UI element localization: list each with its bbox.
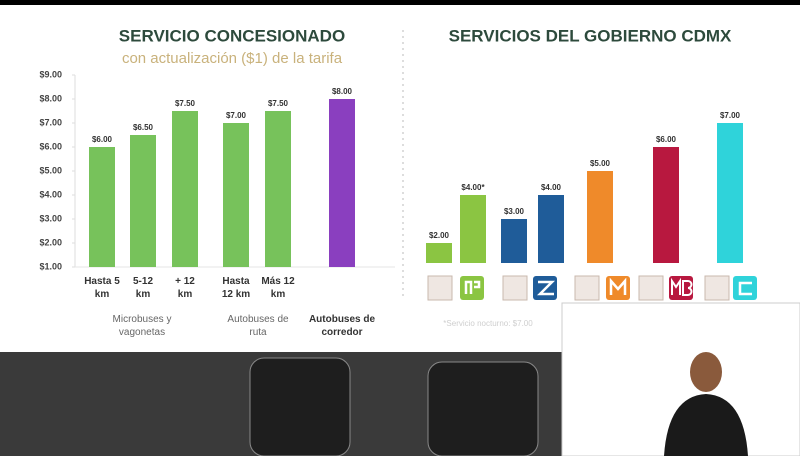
x-tick-label: Más 12 km bbox=[261, 276, 295, 300]
chart-title: SERVICIOS DEL GOBIERNO CDMX bbox=[449, 26, 732, 45]
group-label: Autobuses de ruta bbox=[227, 314, 289, 338]
chart-subtitle: con actualización ($1) de la tarifa bbox=[122, 50, 343, 67]
top-bar bbox=[0, 0, 800, 5]
y-tick-label: $2.00 bbox=[39, 237, 62, 247]
interpreter-body bbox=[664, 394, 748, 456]
x-tick-label: Hasta 5 km bbox=[84, 276, 120, 300]
value-label: $7.00 bbox=[226, 111, 247, 120]
bar bbox=[460, 195, 486, 263]
y-tick-label: $4.00 bbox=[39, 189, 62, 199]
cable-car bbox=[427, 361, 539, 456]
value-label: $4.00 bbox=[541, 183, 562, 192]
value-label: $2.00 bbox=[429, 231, 450, 240]
bar bbox=[653, 147, 679, 263]
x-tick-label: 5-12 km bbox=[132, 276, 153, 300]
value-label: $6.00 bbox=[92, 135, 113, 144]
bar bbox=[717, 123, 743, 263]
bar bbox=[265, 111, 291, 267]
chart-title: SERVICIO CONCESIONADO bbox=[119, 26, 345, 45]
cable-car bbox=[249, 357, 351, 456]
logos bbox=[427, 275, 757, 301]
group-label: Autobuses de corredor bbox=[308, 314, 376, 338]
bar bbox=[329, 99, 355, 267]
y-tick-label: $6.00 bbox=[39, 141, 62, 151]
bar bbox=[172, 111, 198, 267]
bar bbox=[587, 171, 613, 263]
value-label: $8.00 bbox=[332, 87, 353, 96]
value-label: $4.00* bbox=[461, 183, 485, 192]
y-tick-label: $8.00 bbox=[39, 93, 62, 103]
value-label: $7.50 bbox=[175, 99, 196, 108]
bar bbox=[130, 135, 156, 267]
bar bbox=[426, 243, 452, 263]
bar bbox=[89, 147, 115, 267]
x-tick-label: Hasta 12 km bbox=[221, 276, 251, 300]
y-tick-label: $3.00 bbox=[39, 213, 62, 223]
x-tick-label: + 12 km bbox=[175, 276, 195, 300]
bar bbox=[223, 123, 249, 267]
value-label: $6.00 bbox=[656, 135, 677, 144]
y-tick-label: $9.00 bbox=[39, 69, 62, 79]
y-tick-label: $5.00 bbox=[39, 165, 62, 175]
bar bbox=[501, 219, 527, 263]
value-label: $7.00 bbox=[720, 111, 741, 120]
footnote: *Servicio nocturno: $7.00 bbox=[443, 319, 533, 328]
interpreter-head bbox=[690, 352, 722, 392]
bar bbox=[538, 195, 564, 263]
value-label: $5.00 bbox=[590, 159, 611, 168]
y-tick-label: $7.00 bbox=[39, 117, 62, 127]
group-label: Microbuses y vagonetas bbox=[112, 314, 172, 338]
value-label: $3.00 bbox=[504, 207, 525, 216]
y-tick-label: $1.00 bbox=[39, 261, 62, 271]
value-label: $7.50 bbox=[268, 99, 289, 108]
value-label: $6.50 bbox=[133, 123, 154, 132]
